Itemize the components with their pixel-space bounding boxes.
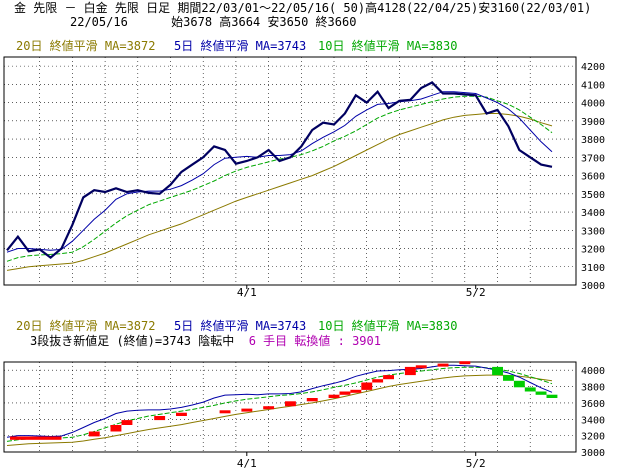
new-price-bar-up — [219, 410, 231, 414]
new-price-bar-up — [404, 366, 416, 376]
plot-frame — [3, 56, 577, 286]
ma20-line — [6, 113, 553, 271]
new-price-bar-up — [383, 375, 394, 380]
new-price-bar-up — [339, 391, 351, 395]
new-price-bar-up — [306, 398, 318, 402]
upper-legend-ma5: 5日 終値平滑 MA=3743 — [174, 38, 306, 53]
upper-legend-ma20: 20日 終値平滑 MA=3872 — [16, 38, 155, 53]
y-tick-label: 4100 — [581, 80, 605, 91]
new-price-bar-up — [350, 389, 362, 393]
upper-legend-ma10: 10日 終値平滑 MA=3830 — [318, 38, 457, 53]
ma20-line-lower — [6, 374, 553, 446]
lower-new-price-chart: 4000 3800 3600 3400 3200 3000 4/1 5/2 — [3, 361, 605, 470]
new-price-bar-up — [263, 406, 275, 410]
new-price-bar-up — [437, 363, 449, 367]
ma10-line — [6, 95, 553, 262]
new-price-bar-up — [10, 436, 62, 440]
new-price-bar-up — [361, 382, 373, 390]
y-tick-label: 3000 — [581, 281, 605, 292]
new-price-bar-up — [88, 431, 100, 437]
new-price-bar-up — [176, 412, 187, 416]
lower-legend-ma5: 5日 終値平滑 MA=3743 — [174, 318, 306, 333]
y-tick-label: 3200 — [581, 432, 605, 443]
new-price-bar-up — [285, 401, 296, 407]
new-price-info: 3段抜き新値足 (終値)=3743 陰転中 6 手目 転換値 : 3901 — [30, 333, 381, 348]
plot-frame — [3, 361, 577, 453]
chart-header-line2: 22/05/16 始3678 高3664 安3650 終3660 — [70, 15, 357, 29]
trend-status: 陰転中 — [198, 333, 234, 348]
ma10-line-lower — [6, 366, 553, 442]
lower-legend-ma20: 20日 終値平滑 MA=3872 — [16, 318, 155, 333]
new-price-bar-up — [372, 379, 384, 383]
lower-legend-ma10: 10日 終値平滑 MA=3830 — [318, 318, 457, 333]
x-tick-label: 4/1 — [237, 457, 257, 470]
x-tick-label: 5/2 — [466, 286, 486, 299]
new-price-bar-up — [328, 394, 340, 398]
y-tick-label: 3900 — [581, 117, 605, 128]
new-price-prefix: 3段抜き新値足 (終値)=3743 — [30, 333, 198, 348]
y-tick-label: 3300 — [581, 226, 605, 237]
y-tick-label: 3600 — [581, 172, 605, 183]
new-price-bar-down — [546, 394, 558, 398]
new-price-bar-up — [121, 420, 133, 425]
y-tick-label: 3000 — [581, 448, 605, 459]
y-tick-label: 4200 — [581, 62, 605, 73]
new-price-bar-down — [524, 387, 536, 392]
upper-price-chart: 4200 4100 4000 3900 3800 3700 3600 3500 3400 3300… — [3, 56, 605, 299]
new-price-bar-up — [154, 416, 166, 421]
new-price-bar-down — [513, 380, 525, 388]
ma5-line — [6, 91, 553, 253]
new-price-bar-up — [415, 365, 427, 369]
close-price-line — [6, 81, 553, 260]
y-tick-label: 3400 — [581, 415, 605, 426]
ma5-line-lower — [6, 364, 553, 438]
new-price-bar-up — [241, 408, 253, 412]
new-price-rest: 6 手目 転換値 : 3901 — [234, 333, 381, 348]
y-tick-label: 3700 — [581, 153, 605, 164]
y-tick-label: 4000 — [581, 366, 605, 377]
x-tick-label: 5/2 — [466, 457, 486, 470]
y-tick-label: 3200 — [581, 245, 605, 256]
y-tick-label: 3800 — [581, 135, 605, 146]
new-price-bar-down — [535, 391, 547, 395]
new-price-bar-down — [492, 366, 503, 376]
x-tick-label: 4/1 — [237, 286, 257, 299]
new-price-bar-down — [503, 375, 514, 381]
new-price-bar-up — [110, 425, 122, 432]
y-tick-label: 3400 — [581, 208, 605, 219]
y-tick-label: 3100 — [581, 263, 605, 274]
y-tick-label: 3500 — [581, 190, 605, 201]
y-tick-label: 4000 — [581, 99, 605, 110]
y-tick-label: 3600 — [581, 399, 605, 410]
new-price-bar-up — [459, 361, 471, 365]
y-tick-label: 3800 — [581, 383, 605, 394]
chart-header-line1: 金 先限 － 白金 先限 日足 期間22/03/01～22/05/16( 50)… — [14, 1, 592, 15]
